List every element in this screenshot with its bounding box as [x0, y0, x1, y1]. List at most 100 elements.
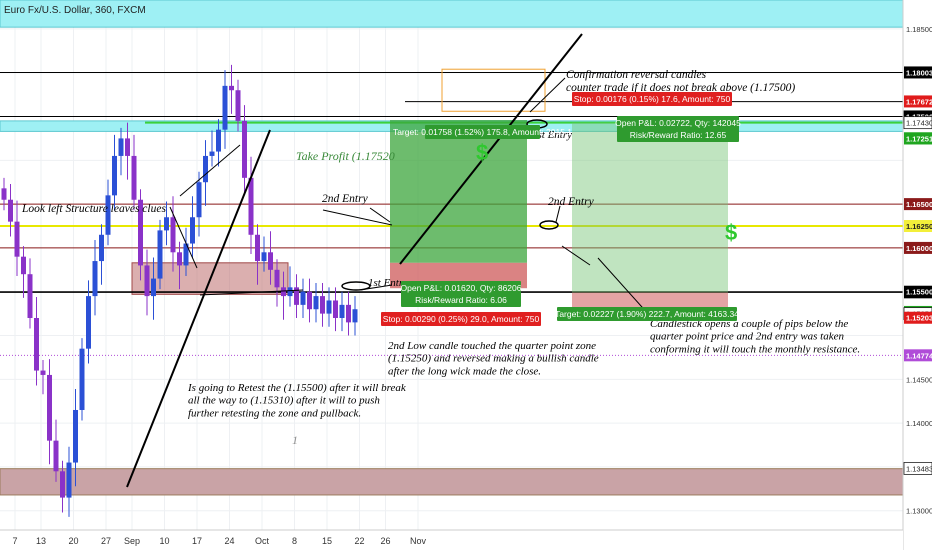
drawings: [126, 33, 651, 488]
candle: [177, 252, 182, 266]
candle: [274, 269, 280, 288]
position-label-open-2-bg: [617, 116, 739, 142]
candle: [53, 440, 59, 472]
x-tick-label: 8: [292, 536, 297, 546]
candle: [47, 374, 52, 441]
candle: [21, 256, 26, 275]
candle: [196, 182, 202, 218]
price-tag-bg: [904, 311, 932, 324]
position-stop-zone-2: [572, 292, 728, 309]
annotation-line: 1st Entry: [532, 129, 572, 141]
price-tag-bg: [904, 349, 932, 362]
x-tick-label: 27: [101, 536, 111, 546]
x-tick-label: Sep: [124, 536, 140, 546]
candle: [183, 243, 189, 266]
candle: [203, 155, 208, 183]
positions: [390, 68, 728, 309]
candle: [313, 296, 319, 310]
position-label-target-2-bg: [557, 307, 737, 321]
arrow-line: [179, 144, 241, 197]
candle: [346, 304, 351, 323]
candle: [170, 217, 176, 253]
annotation-2nd-low: 2nd Low candle touched the quarter point…: [388, 340, 599, 377]
candle: [40, 370, 46, 375]
candle: [300, 291, 306, 305]
annotation-line: Take Profit (1.17520: [296, 149, 395, 163]
position-label-target-1: Target: 0.01758 (1.52%) 175.8, Amount: 2…: [393, 127, 572, 137]
annotation-line: after the long wick made the close.: [388, 365, 541, 377]
price-tag-bg: [904, 66, 932, 79]
time-axis-bg: [0, 530, 903, 550]
candle: [27, 274, 33, 318]
arrow-line: [169, 206, 198, 269]
candles: [1, 64, 358, 517]
zone-maroon: [0, 468, 904, 496]
candle: [242, 120, 247, 178]
arrow-line: [529, 77, 566, 113]
candle: [34, 318, 39, 371]
price-tag: 1.14774: [906, 351, 932, 360]
position-label-target-1-bg: [425, 125, 540, 139]
arrow-line: [322, 209, 393, 226]
price-tag: 1.14500: [906, 375, 932, 384]
candle: [60, 471, 65, 498]
price-tag: 1.17672: [906, 97, 932, 106]
annotation-line: conforming it will touch the monthly res…: [650, 343, 860, 355]
price-axis-bg: [903, 0, 932, 550]
candle: [14, 221, 20, 257]
annotation-line: Look left Structure leaves clues: [21, 203, 166, 215]
arrow-line: [597, 257, 651, 317]
annotation-retest: Is going to Retest the (1.15500) after i…: [187, 382, 407, 419]
candle: [105, 195, 111, 235]
annotation-line: all the way to (1.15310) after it will t…: [188, 395, 380, 407]
arrow-line: [555, 205, 561, 223]
x-tick-label: 7: [12, 536, 17, 546]
candle: [209, 151, 215, 156]
price-tag: 1.17251: [906, 134, 932, 143]
candle: [144, 265, 150, 297]
position-label-open-1: Risk/Reward Ratio: 6.06: [415, 295, 507, 305]
position-label-open-2: Open P&L: 0.02722, Qty: 142045: [615, 118, 741, 128]
price-tag-bg: [904, 220, 932, 233]
annotation-2nd-entry: 2nd Entry: [322, 193, 369, 205]
arrow-line: [561, 245, 591, 266]
candle: [1, 188, 7, 200]
price-tag: 1.16000: [906, 244, 932, 253]
annotation-1st-entry: 1st Entry: [368, 277, 408, 289]
candle: [92, 261, 98, 297]
annotation-line: Is going to Retest the (1.15500) after i…: [187, 382, 407, 394]
position-label-open-1-bg: [401, 281, 521, 307]
time-axis[interactable]: 7 13 20 27 Sep 10 17 24 Oct 8 15 22 26 Nov: [0, 529, 903, 550]
price-tag: 1.18500: [906, 25, 932, 34]
x-tick-label: 26: [380, 536, 390, 546]
price-axis[interactable]: 1.185001.180031.176721.174961.175001.174…: [902, 0, 932, 550]
annotation-line: (1.15250) and reversed making a bullish …: [388, 353, 599, 365]
highlight-ellipse: [539, 220, 559, 230]
dollar-sign: $: [725, 220, 737, 245]
annotation-line: counter trade if it does not break above…: [566, 82, 795, 94]
price-tag: 1.18003: [906, 68, 932, 77]
price-tag-bg: [903, 462, 932, 475]
candle: [287, 287, 293, 297]
x-tick-label: 13: [36, 536, 46, 546]
x-tick-label: 15: [322, 536, 332, 546]
price-tag-bg: [904, 132, 932, 145]
annotation-confirmation: Confirmation reversal candles counter tra…: [566, 69, 795, 94]
candle: [138, 199, 143, 266]
price-tag: 1.15203: [906, 314, 932, 323]
arrow-line: [199, 289, 304, 296]
candle: [281, 287, 286, 297]
annotation-line: 2nd Entry: [322, 193, 369, 205]
price-tag: 1.16500: [906, 200, 932, 209]
price-tag-bg: [904, 95, 932, 108]
x-tick-label: 10: [159, 536, 169, 546]
x-tick-label: Oct: [255, 536, 270, 546]
annotation-look-left: Look left Structure leaves clues: [21, 203, 166, 215]
candle: [216, 129, 221, 152]
position-label-open-2: Risk/Reward Ratio: 12.65: [630, 130, 727, 140]
x-tick-label: 20: [68, 536, 78, 546]
arrow-line: [369, 207, 391, 223]
candle: [118, 138, 124, 156]
candle: [229, 85, 234, 91]
